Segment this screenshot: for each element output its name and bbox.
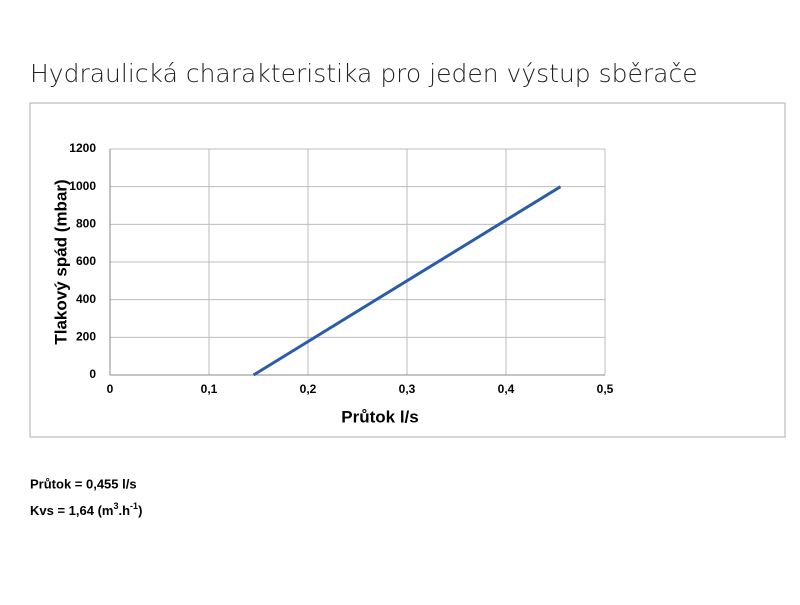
x-tick-label: 0,4 [498, 382, 515, 396]
y-tick-label: 0 [89, 367, 96, 381]
note-text: Kvs = 1,64 (m [30, 503, 113, 518]
x-tick-label: 0,3 [399, 382, 416, 396]
note-superscript: -1 [130, 501, 138, 511]
y-tick-label: 600 [76, 254, 96, 268]
y-tick-label: 200 [76, 330, 96, 344]
note-text: ) [138, 503, 142, 518]
data-line [252, 185, 562, 377]
chart-title: Hydraulická charakteristika pro jeden vý… [30, 59, 698, 88]
y-tick-label: 800 [76, 217, 96, 231]
y-tick-label: 1000 [69, 179, 96, 193]
note-superscript: 3 [113, 501, 118, 511]
note-text: .h [118, 503, 130, 518]
chart-frame [29, 102, 786, 438]
x-tick-label: 0 [107, 382, 114, 396]
note: Kvs = 1,64 (m3.h-1) [30, 501, 142, 518]
y-tick-label: 1200 [69, 141, 96, 155]
x-tick-label: 0,5 [597, 382, 614, 396]
note: Průtok = 0,455 l/s [30, 476, 137, 491]
y-tick-label: 400 [76, 292, 96, 306]
x-tick-label: 0,2 [300, 382, 317, 396]
x-tick-label: 0,1 [201, 382, 218, 396]
x-axis-title: Průtok l/s [341, 407, 418, 426]
y-axis-title: Tlakový spád (mbar) [51, 179, 70, 344]
